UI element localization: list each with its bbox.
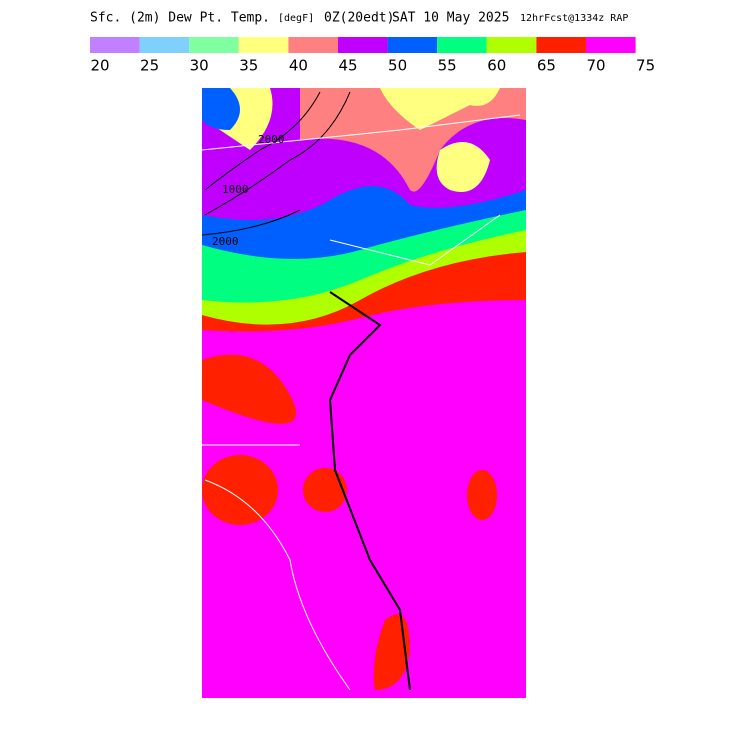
band-35 xyxy=(380,88,500,130)
title-units: [degF] xyxy=(278,13,314,24)
legend-label: 55 xyxy=(438,57,457,75)
legend-swatch xyxy=(437,37,487,53)
title-date: SAT 10 May 2025 xyxy=(392,11,509,26)
blob-65 xyxy=(467,470,497,520)
legend-swatch xyxy=(288,37,338,53)
legend-swatch xyxy=(387,37,438,53)
legend-label: 20 xyxy=(90,57,109,75)
legend-swatch xyxy=(90,37,140,53)
legend-swatch xyxy=(536,37,586,53)
contour-line xyxy=(204,91,351,216)
title-valid: 0Z(20edt) xyxy=(324,11,394,26)
legend-label: 35 xyxy=(239,57,258,75)
legend-label: 60 xyxy=(487,57,506,75)
legend: 20 25 30 35 40 45 50 55 60 65 70 75 xyxy=(90,37,655,75)
contour-line xyxy=(201,209,301,236)
coastline xyxy=(328,291,411,691)
legend-swatch xyxy=(189,37,239,53)
title-run: 12hrFcst@1334z RAP xyxy=(520,13,628,24)
blob-65 xyxy=(202,455,278,525)
contour-label: 1000 xyxy=(222,183,249,196)
legend-swatch xyxy=(139,37,190,53)
legend-swatch xyxy=(486,37,537,53)
blob-65 xyxy=(303,468,347,512)
legend-label: 30 xyxy=(190,57,209,75)
band-35 xyxy=(436,142,490,192)
legend-swatch xyxy=(338,37,388,53)
legend-label: 40 xyxy=(289,57,308,75)
legend-label: 75 xyxy=(636,57,655,75)
contour-line xyxy=(204,91,321,191)
legend-swatch xyxy=(586,37,636,53)
title-field: Sfc. (2m) Dew Pt. Temp. xyxy=(90,11,270,26)
boundary xyxy=(201,114,521,691)
band-50 xyxy=(202,88,240,130)
band-65 xyxy=(202,354,297,424)
map: 2000 1000 2000 xyxy=(201,88,526,698)
legend-label: 25 xyxy=(140,57,159,75)
blob-65 xyxy=(373,614,410,690)
band-40 xyxy=(300,88,526,192)
legend-label: 45 xyxy=(338,57,357,75)
legend-swatch xyxy=(238,37,289,53)
legend-label: 70 xyxy=(586,57,605,75)
contour-label: 2000 xyxy=(212,235,239,248)
legend-label: 50 xyxy=(388,57,407,75)
contour-label: 2000 xyxy=(258,133,285,146)
legend-label: 65 xyxy=(537,57,556,75)
